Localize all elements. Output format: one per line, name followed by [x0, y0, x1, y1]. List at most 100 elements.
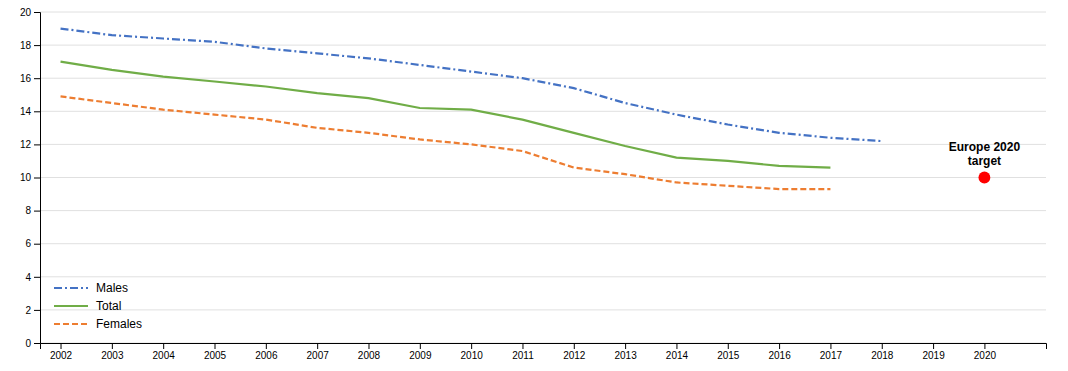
- x-tick-label: 2002: [50, 350, 73, 361]
- target-point: [978, 172, 990, 184]
- y-tick: 6: [25, 238, 40, 249]
- x-tick-mark: [215, 343, 216, 349]
- x-tick: 2010: [461, 343, 484, 361]
- x-tick-label: 2015: [717, 350, 740, 361]
- x-tick-mark: [676, 343, 677, 349]
- legend-swatch: [54, 323, 88, 325]
- legend-swatch: [54, 305, 88, 307]
- x-tick-label: 2003: [101, 350, 124, 361]
- marks: [61, 29, 991, 190]
- x-tick: 2006: [255, 343, 278, 361]
- y-tick: 12: [20, 139, 40, 150]
- x-tick: 2003: [101, 343, 124, 361]
- y-tick: 0: [25, 338, 40, 349]
- x-tick: 2018: [871, 343, 894, 361]
- y-axis: 02468101214161820: [20, 7, 41, 349]
- x-tick-label: 2005: [204, 350, 227, 361]
- x-tick-mark: [779, 343, 780, 349]
- y-tick: 2: [25, 305, 40, 316]
- y-tick-label: 8: [25, 205, 31, 216]
- x-tick-mark: [471, 343, 472, 349]
- x-tick-mark: [933, 343, 934, 349]
- y-axis-line: [34, 13, 41, 344]
- x-tick: 2020: [974, 343, 997, 361]
- legend-item: Males: [54, 281, 128, 295]
- x-tick-mark: [317, 343, 318, 349]
- x-tick: 2017: [820, 343, 843, 361]
- x-tick-label: 2019: [922, 350, 945, 361]
- x-tick: 2014: [666, 343, 689, 361]
- x-tick: 2002: [50, 343, 73, 361]
- grid-line: [40, 309, 1046, 310]
- y-tick-mark: [34, 277, 40, 278]
- y-tick-mark: [34, 244, 40, 245]
- x-tick: 2019: [922, 343, 945, 361]
- grid-line: [40, 144, 1046, 145]
- x-tick-label: 2009: [409, 350, 432, 361]
- y-tick-label: 20: [20, 7, 32, 18]
- x-tick-label: 2018: [871, 350, 894, 361]
- grid: [40, 12, 1046, 343]
- x-tick-label: 2014: [666, 350, 689, 361]
- y-tick-mark: [34, 78, 40, 79]
- y-tick-label: 18: [20, 40, 32, 51]
- chart: 2002200320042005200620072008200920102011…: [0, 0, 1068, 371]
- y-tick-label: 2: [25, 305, 31, 316]
- legend-label: Total: [96, 299, 121, 313]
- grid-line: [40, 45, 1046, 46]
- x-tick-mark: [266, 343, 267, 349]
- x-tick-mark: [728, 343, 729, 349]
- x-tick: 2009: [409, 343, 432, 361]
- y-tick-mark: [34, 310, 40, 311]
- y-tick-mark: [34, 45, 40, 46]
- grid-line: [40, 177, 1046, 178]
- legend-item: Total: [54, 299, 121, 313]
- target-label: Europe 2020target: [949, 140, 1021, 168]
- y-tick-mark: [34, 12, 40, 13]
- grid-line: [40, 276, 1046, 277]
- x-tick-mark: [830, 343, 831, 349]
- x-tick-label: 2016: [768, 350, 791, 361]
- x-tick-mark: [625, 343, 626, 349]
- x-axis-line: [41, 344, 1047, 350]
- y-tick-label: 12: [20, 139, 32, 150]
- x-tick-label: 2004: [153, 350, 176, 361]
- y-tick: 20: [20, 7, 40, 18]
- y-tick-label: 0: [25, 338, 31, 349]
- x-tick-mark: [112, 343, 113, 349]
- x-tick-mark: [984, 343, 985, 349]
- x-tick-label: 2020: [974, 350, 997, 361]
- series-line: [61, 29, 882, 142]
- series-line: [61, 62, 831, 168]
- x-tick-mark: [574, 343, 575, 349]
- x-tick: 2012: [563, 343, 586, 361]
- legend-swatch: [54, 287, 88, 289]
- grid-line: [40, 12, 1046, 13]
- grid-line: [40, 243, 1046, 244]
- x-tick-label: 2012: [563, 350, 586, 361]
- y-tick: 18: [20, 40, 40, 51]
- x-tick: 2011: [512, 343, 534, 361]
- y-tick-label: 16: [20, 73, 32, 84]
- x-tick-mark: [368, 343, 369, 349]
- y-tick: 16: [20, 73, 40, 84]
- legend: Males Total Females: [54, 281, 142, 331]
- x-tick-label: 2008: [358, 350, 381, 361]
- y-tick: 4: [25, 272, 40, 283]
- x-tick: 2008: [358, 343, 381, 361]
- y-tick-mark: [34, 144, 40, 145]
- legend-label: Females: [96, 317, 142, 331]
- x-tick-label: 2007: [307, 350, 330, 361]
- x-tick-label: 2013: [614, 350, 637, 361]
- x-tick-label: 2006: [255, 350, 278, 361]
- x-tick-label: 2010: [461, 350, 484, 361]
- x-tick-mark: [882, 343, 883, 349]
- x-axis: 2002 2003 2004 2005 2006 2007 2008 2009 2010 2011…: [41, 343, 1047, 361]
- x-tick: 2015: [717, 343, 740, 361]
- x-tick-label: 2017: [820, 350, 843, 361]
- y-tick-mark: [34, 178, 40, 179]
- y-tick-label: 4: [25, 272, 31, 283]
- x-tick: 2007: [307, 343, 330, 361]
- annotation: target: [968, 154, 1001, 168]
- x-tick-mark: [420, 343, 421, 349]
